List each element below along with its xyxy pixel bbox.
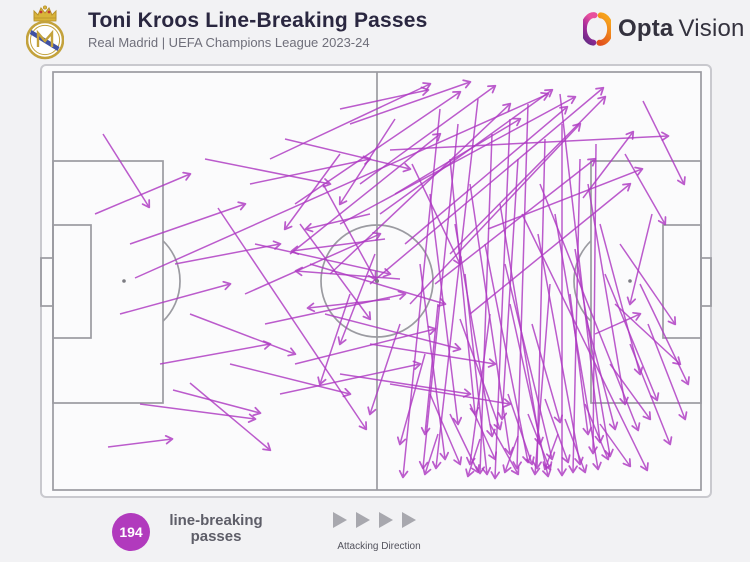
brand-name-vision: Vision xyxy=(678,15,745,42)
attacking-direction-arrow-icon xyxy=(379,512,393,528)
page-title: Toni Kroos Line-Breaking Passes xyxy=(88,9,428,32)
pitch-markings xyxy=(40,71,712,491)
attacking-direction-arrows xyxy=(333,512,416,528)
page-subtitle: Real Madrid | UEFA Champions League 2023… xyxy=(88,35,370,50)
attacking-direction-arrow-icon xyxy=(356,512,370,528)
opta-vision-logo: Opta Vision xyxy=(583,11,745,47)
pitch-spots xyxy=(122,279,632,283)
pass-count-badge: 194 xyxy=(112,513,150,551)
header: Toni Kroos Line-Breaking Passes Real Mad… xyxy=(0,0,750,64)
pass-arrows xyxy=(94,79,690,480)
attacking-direction-arrow-icon xyxy=(402,512,416,528)
pass-count: 194 xyxy=(119,524,143,540)
pass-count-label: line-breaking passes xyxy=(169,512,263,545)
attacking-direction-label: Attacking Direction xyxy=(337,541,421,552)
opta-ring-icon xyxy=(583,12,611,46)
brand-name-opta: Opta xyxy=(618,15,674,42)
pitch-card xyxy=(40,64,712,498)
real-madrid-crest-icon xyxy=(26,5,64,60)
attacking-direction-arrow-icon xyxy=(333,512,347,528)
pitch-pass-map xyxy=(40,71,712,491)
